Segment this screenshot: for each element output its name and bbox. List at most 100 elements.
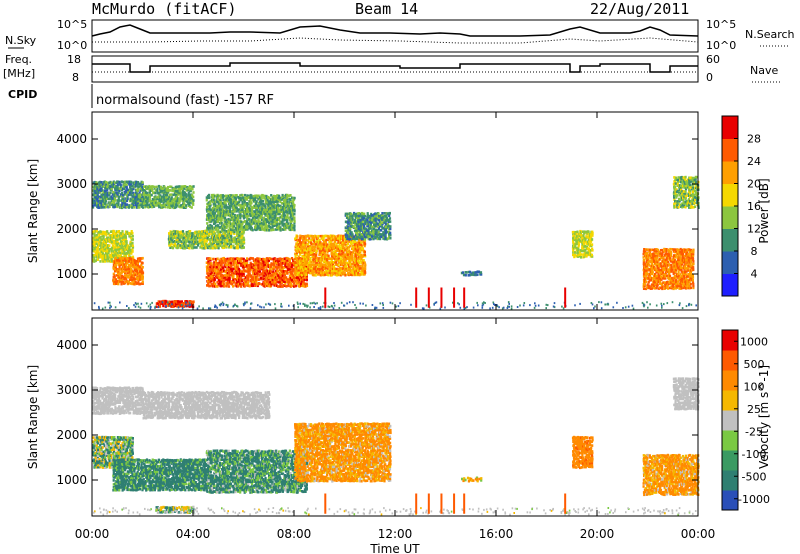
data-cell <box>110 197 113 200</box>
data-cell <box>97 199 101 203</box>
data-cell <box>112 264 115 267</box>
data-cell <box>254 266 257 269</box>
data-cell <box>280 202 283 205</box>
data-cell <box>216 267 219 270</box>
data-cell <box>113 255 116 259</box>
data-cell <box>247 274 250 277</box>
data-cell <box>241 257 244 261</box>
data-cell <box>246 226 249 230</box>
data-cell <box>107 257 110 261</box>
data-cell <box>212 257 215 261</box>
data-cell <box>213 276 216 280</box>
data-cell <box>108 193 111 196</box>
data-cell <box>164 200 167 203</box>
data-cell <box>170 204 173 207</box>
data-cell <box>146 185 149 189</box>
cpid-text: normalsound (fast) -157 RF <box>96 93 274 108</box>
data-cell <box>377 212 380 215</box>
data-cell <box>133 263 136 267</box>
data-cell <box>132 181 135 184</box>
data-cell <box>119 280 122 283</box>
data-cell <box>126 280 129 283</box>
data-cell <box>217 269 220 273</box>
data-cell <box>154 189 157 192</box>
data-cell <box>117 183 120 186</box>
data-cell <box>190 199 194 202</box>
data-cell <box>246 261 249 265</box>
data-cell <box>195 246 198 249</box>
data-cell <box>171 238 174 242</box>
data-cell <box>96 249 99 253</box>
data-cell <box>121 187 125 190</box>
data-cell <box>147 193 150 197</box>
data-cell <box>127 281 130 285</box>
data-cell <box>229 232 233 235</box>
data-cell <box>233 246 236 250</box>
data-cell <box>249 265 252 268</box>
data-cell <box>96 245 99 249</box>
frequency-trace <box>92 62 698 73</box>
data-cell <box>131 238 134 241</box>
data-cell <box>112 239 115 243</box>
data-cell <box>214 263 217 266</box>
data-cell <box>165 196 168 199</box>
data-cell <box>134 269 137 273</box>
data-cell <box>92 253 95 257</box>
data-cell <box>229 246 233 249</box>
data-cell <box>116 188 119 192</box>
data-cell <box>108 205 111 208</box>
data-cell <box>147 200 150 203</box>
data-cell <box>218 269 221 273</box>
data-cell <box>241 200 244 204</box>
data-cell <box>172 229 175 233</box>
data-cell <box>359 264 362 268</box>
data-cell <box>184 185 187 188</box>
data-cell <box>214 269 217 273</box>
data-cell <box>139 265 142 269</box>
data-cell <box>198 238 201 241</box>
data-cell <box>142 189 145 192</box>
data-cell <box>125 241 128 245</box>
nave-tick-top: 60 <box>706 53 720 66</box>
data-cell <box>109 256 112 260</box>
data-cell <box>217 228 220 232</box>
data-cell <box>287 222 290 225</box>
data-cell <box>178 240 181 243</box>
data-cell <box>203 232 206 236</box>
data-cell <box>125 261 128 264</box>
data-cell <box>206 246 210 250</box>
data-cell <box>184 238 187 242</box>
data-cell <box>127 270 130 273</box>
noise-left-label: N.Sky <box>5 34 37 47</box>
data-cell <box>113 261 116 265</box>
data-cell <box>240 264 243 267</box>
data-cell <box>95 181 98 185</box>
data-cell <box>171 246 175 250</box>
data-cell <box>136 263 139 267</box>
data-cell <box>234 236 237 239</box>
data-cell <box>141 195 144 198</box>
data-cell <box>272 228 275 232</box>
data-cell <box>122 235 125 239</box>
data-cell <box>130 230 133 233</box>
data-cell <box>115 254 118 257</box>
data-cell <box>120 280 123 284</box>
data-cell <box>133 282 136 286</box>
data-cell <box>260 197 263 200</box>
data-cell <box>142 191 145 195</box>
data-cell <box>152 185 155 188</box>
data-cell <box>113 236 116 239</box>
data-cell <box>119 274 122 277</box>
data-cell <box>252 259 255 263</box>
data-cell <box>135 191 138 195</box>
data-cell <box>137 273 141 277</box>
data-cell <box>187 244 190 247</box>
data-cell <box>153 205 156 208</box>
data-cell <box>118 199 121 202</box>
data-cell <box>229 261 232 265</box>
data-cell <box>106 239 109 243</box>
data-cell <box>146 191 149 195</box>
data-cell <box>234 261 237 265</box>
data-cell <box>93 244 96 247</box>
